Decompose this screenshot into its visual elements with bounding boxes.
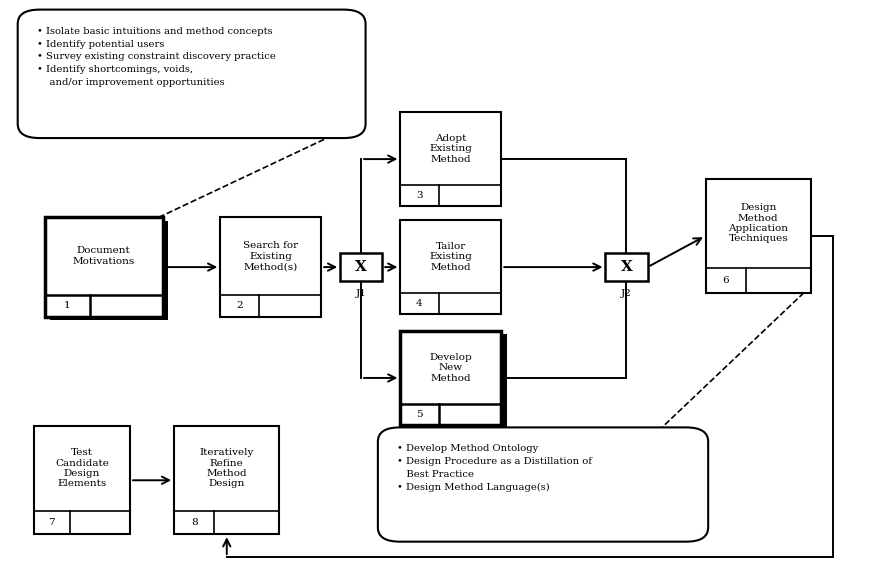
FancyBboxPatch shape (606, 254, 648, 281)
FancyBboxPatch shape (174, 426, 279, 534)
Text: 5: 5 (416, 410, 423, 419)
Text: 7: 7 (49, 518, 55, 527)
FancyBboxPatch shape (50, 221, 168, 320)
Text: Develop
New
Method: Develop New Method (430, 353, 472, 382)
Text: 8: 8 (191, 518, 197, 527)
FancyBboxPatch shape (400, 220, 501, 314)
FancyBboxPatch shape (400, 112, 501, 206)
Text: Tailor
Existing
Method: Tailor Existing Method (430, 242, 472, 272)
Text: Document
Motivations: Document Motivations (72, 246, 135, 266)
Text: Search for
Existing
Method(s): Search for Existing Method(s) (243, 241, 298, 271)
FancyBboxPatch shape (400, 331, 501, 425)
Text: Test
Candidate
Design
Elements: Test Candidate Design Elements (55, 448, 109, 488)
FancyBboxPatch shape (44, 218, 163, 317)
FancyBboxPatch shape (705, 179, 811, 293)
Text: Adopt
Existing
Method: Adopt Existing Method (430, 134, 472, 164)
FancyBboxPatch shape (340, 254, 382, 281)
Text: 1: 1 (64, 301, 71, 311)
Text: J1: J1 (355, 289, 367, 298)
FancyBboxPatch shape (18, 10, 366, 138)
Text: X: X (621, 260, 632, 274)
Text: J2: J2 (621, 289, 632, 298)
Text: Iteratively
Refine
Method
Design: Iteratively Refine Method Design (200, 448, 254, 488)
Text: 4: 4 (416, 299, 423, 308)
Text: • Isolate basic intuitions and method concepts
• Identify potential users
• Surv: • Isolate basic intuitions and method co… (37, 26, 276, 87)
Text: X: X (355, 260, 367, 274)
Text: 6: 6 (722, 276, 729, 285)
FancyBboxPatch shape (220, 218, 321, 317)
FancyBboxPatch shape (377, 428, 708, 542)
Text: 2: 2 (236, 301, 243, 311)
Text: 3: 3 (416, 191, 423, 200)
Text: Design
Method
Application
Techniques: Design Method Application Techniques (728, 203, 789, 243)
FancyBboxPatch shape (406, 335, 507, 428)
Text: • Develop Method Ontology
• Design Procedure as a Distillation of
   Best Practi: • Develop Method Ontology • Design Proce… (397, 444, 592, 492)
FancyBboxPatch shape (34, 426, 130, 534)
